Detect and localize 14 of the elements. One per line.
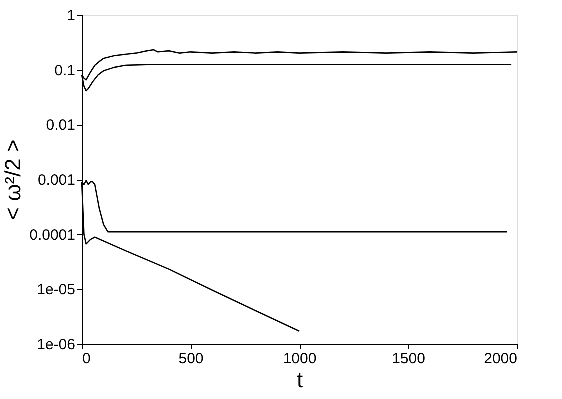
- y-tick-label: 0.0001: [30, 226, 76, 244]
- y-axis-title: < ω²/2 >: [0, 140, 26, 220]
- y-tick-label: 0.01: [46, 117, 76, 134]
- x-tick-label: 0: [82, 350, 91, 368]
- y-tick-label: 1: [67, 8, 76, 24]
- y-tick-label: 0.001: [38, 172, 76, 189]
- x-tick-label: 500: [178, 350, 204, 368]
- x-axis-title: t: [296, 368, 304, 392]
- y-tick-label: 0.1: [54, 62, 76, 80]
- y-tick-label: 1e-06: [37, 336, 76, 354]
- x-tick-label: 1000: [283, 350, 317, 368]
- y-tick-label: 1e-05: [37, 282, 76, 299]
- x-tick-label: 1500: [392, 350, 426, 368]
- x-tick-label: 2000: [484, 350, 518, 368]
